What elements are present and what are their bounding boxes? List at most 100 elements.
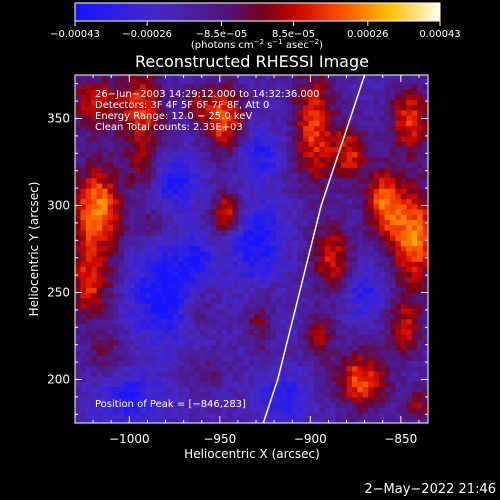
heatmap-cell [123, 198, 130, 205]
heatmap-cell [286, 88, 293, 95]
heatmap-cell [351, 104, 358, 111]
heatmap-cell [151, 271, 158, 278]
heatmap-cell [102, 276, 109, 283]
heatmap-cell [75, 83, 82, 90]
heatmap-cell [80, 208, 87, 215]
heatmap-cell [259, 224, 266, 231]
heatmap-cell [379, 318, 386, 325]
heatmap-cell [96, 370, 103, 377]
heatmap-cell [400, 308, 407, 314]
heatmap-cell [129, 135, 136, 142]
heatmap-cell [297, 402, 304, 408]
heatmap-cell [373, 355, 380, 361]
heatmap-cell [259, 78, 266, 85]
heatmap-cell [265, 88, 272, 95]
heatmap-cell [237, 146, 244, 153]
heatmap-cell [80, 412, 87, 419]
heatmap-cell [107, 313, 114, 320]
heatmap-cell [384, 292, 391, 299]
heatmap-cell [210, 141, 217, 147]
heatmap-cell [102, 141, 109, 147]
heatmap-cell [357, 355, 364, 361]
heatmap-cell [216, 271, 223, 278]
heatmap-cell [161, 386, 168, 393]
heatmap-cell [96, 115, 103, 121]
heatmap-cell [324, 370, 331, 377]
heatmap-cell [422, 339, 428, 346]
heatmap-cell [183, 412, 190, 419]
heatmap-cell [145, 250, 152, 257]
heatmap-cell [102, 172, 109, 179]
heatmap-cell [167, 276, 174, 283]
heatmap-cell [324, 292, 331, 299]
heatmap-cell [411, 308, 418, 314]
heatmap-cell [308, 355, 315, 361]
heatmap-cell [303, 182, 310, 189]
heatmap-cell [91, 271, 98, 278]
heatmap-cell [183, 313, 190, 320]
heatmap-cell [172, 172, 179, 179]
heatmap-cell [357, 360, 364, 367]
heatmap-cell [292, 255, 299, 262]
x-axis-ticks: −1000 −950 −900 −850 [74, 75, 420, 446]
heatmap-cell [357, 391, 364, 398]
heatmap-cell [259, 417, 266, 423]
heatmap-cell [275, 172, 282, 179]
heatmap-cell [357, 402, 364, 408]
heatmap-cell [199, 381, 206, 388]
heatmap-cell [227, 219, 234, 226]
heatmap-cell [373, 146, 380, 153]
heatmap-cell [254, 75, 261, 80]
heatmap-cell [156, 135, 163, 142]
heatmap-cell [389, 282, 397, 288]
heatmap-cell [216, 386, 223, 393]
heatmap-cell [275, 88, 282, 95]
heatmap-cell [161, 282, 168, 288]
heatmap-cell [373, 297, 380, 304]
heatmap-cell [368, 78, 375, 85]
heatmap-cell [346, 146, 353, 153]
x-tick-label: −900 [294, 432, 327, 446]
heatmap-cell [292, 250, 299, 257]
heatmap-cell [248, 203, 255, 210]
heatmap-cell [216, 141, 223, 147]
heatmap-cell [275, 240, 282, 247]
heatmap-cell [75, 156, 82, 163]
heatmap-cell [107, 203, 114, 210]
heatmap-cell [346, 104, 353, 111]
heatmap-cell [237, 135, 244, 142]
heatmap-cell [406, 360, 413, 367]
heatmap-cell [319, 104, 326, 111]
heatmap-cell [194, 308, 201, 314]
heatmap-cell [145, 344, 152, 351]
heatmap-cell [362, 282, 369, 288]
heatmap-cell [286, 109, 293, 116]
heatmap-cell [341, 83, 348, 90]
heatmap-cell [341, 360, 348, 367]
heatmap-cell [254, 162, 261, 168]
heatmap-cell [308, 313, 315, 320]
heatmap-cell [167, 287, 174, 294]
heatmap-cell [85, 224, 92, 231]
heatmap-cell [183, 302, 190, 309]
heatmap-cell [172, 407, 179, 414]
heatmap-cell [389, 412, 397, 419]
heatmap-cell [373, 318, 380, 325]
heatmap-cell [297, 83, 304, 90]
heatmap-cell [96, 261, 103, 267]
heatmap-cell [178, 182, 185, 189]
heatmap-cell [286, 198, 293, 205]
heatmap-cell [140, 360, 147, 367]
heatmap-cell [156, 75, 163, 80]
heatmap-cell [406, 396, 413, 403]
heatmap-cell [275, 261, 282, 267]
heatmap-cell [346, 156, 353, 163]
heatmap-cell [134, 214, 141, 221]
heatmap-cell [183, 349, 190, 356]
heatmap-cell [357, 94, 364, 100]
heatmap-cell [373, 292, 380, 299]
heatmap-cell [189, 386, 196, 393]
heatmap-cell [303, 162, 310, 168]
heatmap-cell [324, 308, 331, 314]
heatmap-cell [189, 402, 196, 408]
